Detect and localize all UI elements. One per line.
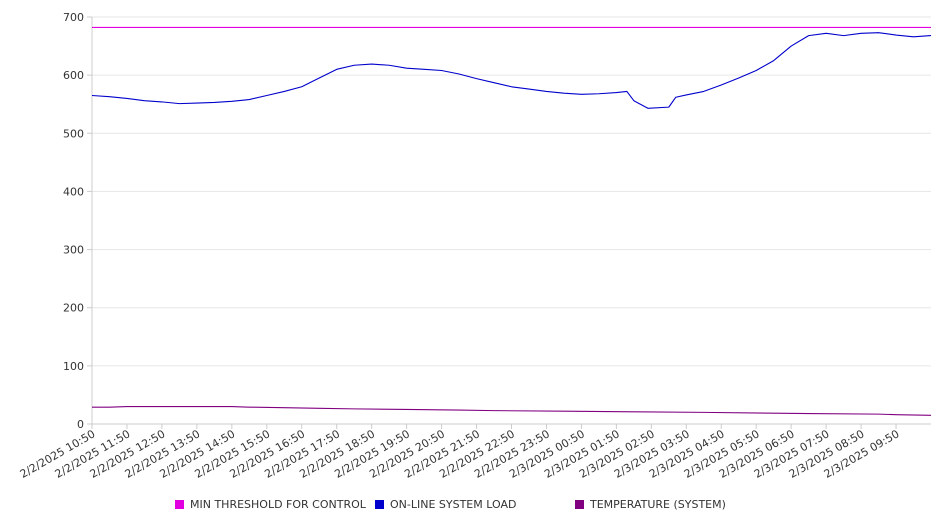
legend-item: MIN THRESHOLD FOR CONTROL	[175, 498, 366, 511]
y-tick-label: 300	[63, 244, 84, 257]
legend-item: TEMPERATURE (SYSTEM)	[575, 498, 726, 511]
legend-swatch	[175, 500, 184, 509]
series-layer	[91, 26, 932, 416]
grid-layer	[92, 16, 931, 367]
y-tick-label: 500	[63, 127, 84, 140]
legend-label: ON-LINE SYSTEM LOAD	[390, 498, 517, 511]
legend-label: MIN THRESHOLD FOR CONTROL	[190, 498, 366, 511]
y-tick-labels: 0 100 200 300 400 500 600 700	[63, 11, 84, 431]
series-line-temperature-system	[92, 406, 932, 416]
y-tick-label: 100	[63, 360, 84, 373]
legend-swatch	[575, 500, 584, 509]
y-tick-label: 0	[77, 418, 84, 431]
legend: MIN THRESHOLD FOR CONTROL ON-LINE SYSTEM …	[0, 498, 946, 518]
series-line-on-line-system-load	[91, 32, 932, 109]
legend-item: ON-LINE SYSTEM LOAD	[375, 498, 516, 511]
y-tick-label: 200	[63, 302, 84, 315]
legend-label: TEMPERATURE (SYSTEM)	[590, 498, 726, 511]
x-tick-labels: 2/2/2025 10:502/2/2025 11:502/2/2025 12:…	[18, 427, 902, 481]
legend-swatch	[375, 500, 384, 509]
axis-layer	[87, 16, 931, 429]
y-tick-label: 600	[63, 69, 84, 82]
y-tick-label: 700	[63, 11, 84, 24]
y-tick-label: 400	[63, 185, 84, 198]
